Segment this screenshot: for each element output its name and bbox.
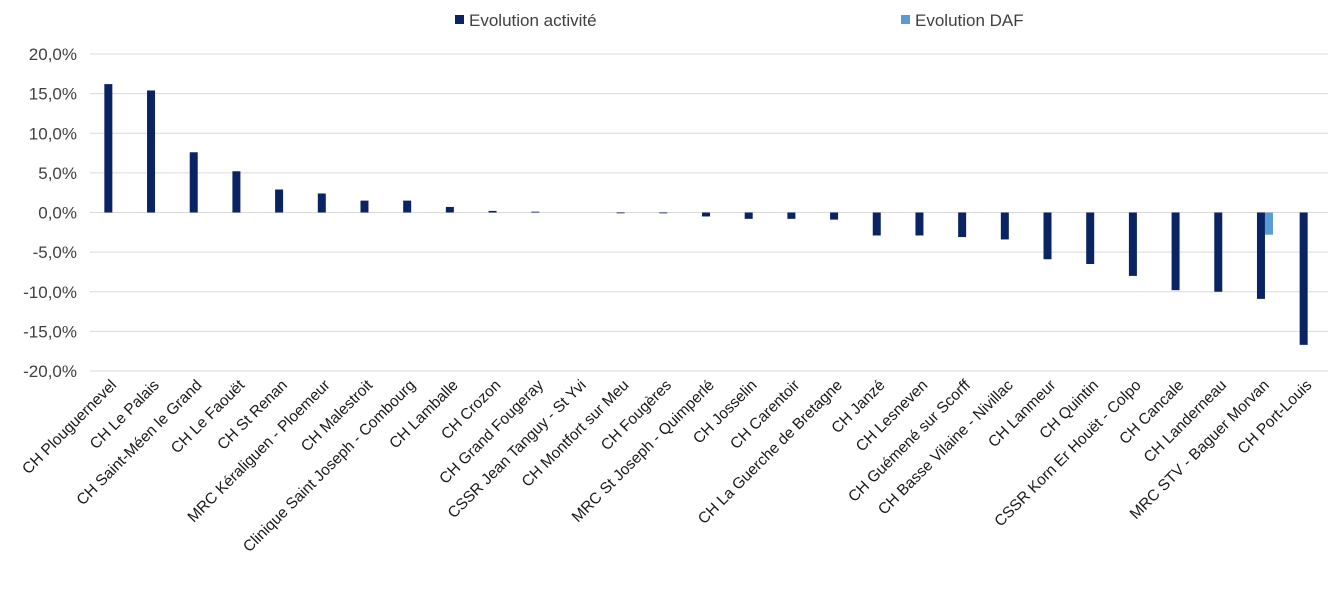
y-tick-label: 15,0% bbox=[29, 85, 77, 104]
bar-evolution-activite bbox=[275, 189, 284, 213]
bar-evolution-activite bbox=[1299, 212, 1308, 345]
bar-evolution-activite bbox=[830, 212, 839, 220]
bar-evolution-activite bbox=[1043, 212, 1052, 260]
bar-evolution-activite bbox=[403, 200, 412, 213]
x-tick-label: CH Port-Louis bbox=[1235, 377, 1316, 458]
bar-evolution-activite bbox=[616, 212, 625, 214]
bar-evolution-activite bbox=[445, 206, 454, 213]
bar-evolution-daf bbox=[1264, 212, 1273, 235]
bar-evolution-activite bbox=[744, 212, 753, 219]
bar-evolution-activite bbox=[232, 171, 241, 213]
y-tick-label: 0,0% bbox=[38, 204, 77, 223]
x-tick-label: CH Le Faouët bbox=[168, 376, 249, 457]
bar-evolution-activite bbox=[872, 212, 881, 236]
bar-evolution-activite bbox=[659, 212, 668, 214]
bar-evolution-activite bbox=[1000, 212, 1009, 240]
bar-evolution-activite bbox=[1171, 212, 1180, 291]
bar-evolution-activite bbox=[1128, 212, 1137, 276]
bar-evolution-activite bbox=[488, 210, 497, 213]
y-tick-label: 5,0% bbox=[38, 164, 77, 183]
y-tick-label: -5,0% bbox=[33, 243, 77, 262]
y-tick-label: -10,0% bbox=[23, 283, 77, 302]
legend-label-evolution-daf: Evolution DAF bbox=[915, 11, 1024, 30]
y-tick-label: -15,0% bbox=[23, 322, 77, 341]
y-axis: 20,0% 15,0% 10,0% 5,0% 0,0% -5,0% -10,0% -15,0%… bbox=[23, 45, 77, 381]
legend-label-evolution-activite: Evolution activité bbox=[469, 11, 597, 30]
bar-evolution-activite bbox=[915, 212, 924, 236]
bars bbox=[104, 84, 1308, 345]
bar-evolution-activite bbox=[360, 200, 369, 213]
bar-evolution-activite bbox=[958, 212, 967, 238]
bar-evolution-activite bbox=[317, 193, 326, 213]
bar-evolution-activite bbox=[189, 152, 198, 213]
bar-evolution-activite bbox=[787, 212, 796, 219]
bar-evolution-activite bbox=[1086, 212, 1095, 265]
bar-evolution-activite bbox=[104, 84, 113, 213]
y-tick-label: 20,0% bbox=[29, 45, 77, 64]
legend: Evolution activité Evolution DAF bbox=[455, 11, 1024, 30]
bar-evolution-activite bbox=[702, 212, 710, 217]
y-tick-label: 10,0% bbox=[29, 124, 77, 143]
bar-evolution-activite bbox=[1256, 212, 1265, 299]
legend-swatch-evolution-activite bbox=[455, 15, 464, 24]
legend-swatch-evolution-daf bbox=[901, 15, 910, 24]
bar-evolution-activite bbox=[147, 90, 156, 213]
bar-evolution-activite bbox=[1214, 212, 1223, 292]
bar-evolution-activite bbox=[531, 211, 540, 213]
y-tick-label: -20,0% bbox=[23, 362, 77, 381]
